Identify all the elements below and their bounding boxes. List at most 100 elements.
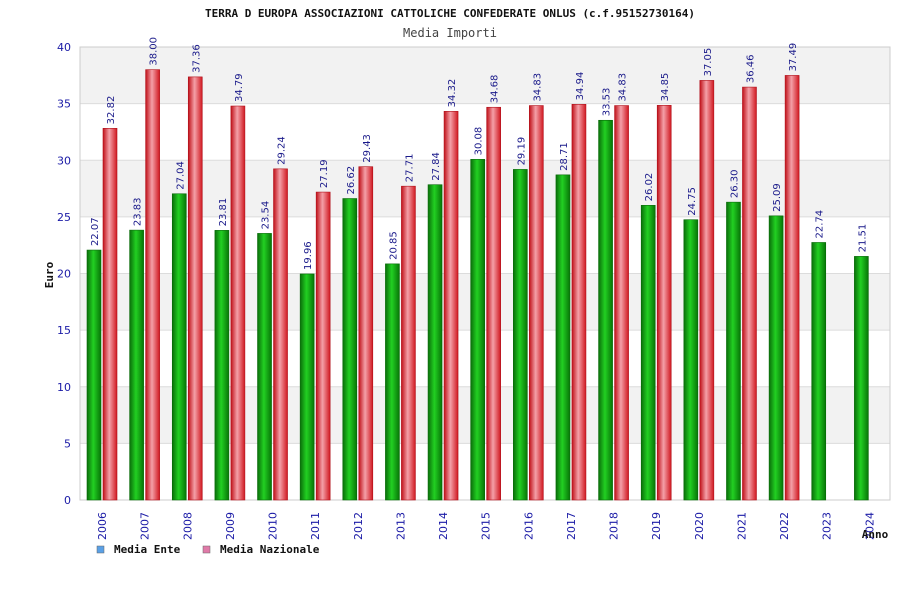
bar-media-nazionale xyxy=(571,104,587,501)
bar-media-ente xyxy=(555,174,571,501)
data-label: 26.62 xyxy=(346,166,357,195)
data-label: 20.85 xyxy=(388,231,399,260)
bar-media-nazionale xyxy=(529,105,544,501)
bar-media-ente xyxy=(854,256,869,501)
bar-media-ente xyxy=(385,263,400,501)
data-label: 29.24 xyxy=(277,136,288,165)
bar-media-nazionale xyxy=(230,105,246,501)
data-label: 34.85 xyxy=(660,73,671,102)
x-tick-label: 2013 xyxy=(394,512,407,540)
x-tick-label: 2022 xyxy=(778,512,791,540)
bar-media-nazionale xyxy=(401,185,416,501)
bar-media-ente xyxy=(427,184,443,501)
data-label: 23.54 xyxy=(261,201,272,230)
bar-media-ente xyxy=(299,273,315,501)
data-label: 27.71 xyxy=(404,154,415,183)
data-label: 36.46 xyxy=(745,54,756,83)
bars xyxy=(86,69,869,501)
x-tick-label: 2016 xyxy=(522,512,535,540)
data-label: 27.84 xyxy=(431,152,442,181)
y-tick-label: 35 xyxy=(57,98,71,111)
data-label: 24.75 xyxy=(687,187,698,216)
data-label: 28.71 xyxy=(559,142,570,171)
x-tick-label: 2015 xyxy=(480,512,493,540)
data-label: 26.30 xyxy=(729,170,740,199)
data-label: 34.83 xyxy=(618,73,629,102)
data-label: 37.05 xyxy=(703,48,714,77)
y-tick-label: 30 xyxy=(57,154,71,167)
bar-media-nazionale xyxy=(742,86,757,501)
data-label: 30.08 xyxy=(474,127,485,156)
bar-media-nazionale xyxy=(443,111,459,501)
x-tick-label: 2008 xyxy=(181,512,194,540)
data-label: 29.19 xyxy=(516,137,527,166)
bar-media-ente xyxy=(811,242,827,501)
legend-item-media-ente: Media Ente xyxy=(96,543,181,556)
y-axis-ticks: 0 5 10 15 20 25 30 35 40 xyxy=(57,41,71,507)
y-tick-label: 0 xyxy=(64,494,71,507)
data-label: 37.36 xyxy=(191,44,202,73)
y-tick-label: 40 xyxy=(57,41,71,54)
data-label: 34.94 xyxy=(575,72,586,101)
x-tick-label: 2021 xyxy=(735,512,748,540)
data-label: 34.68 xyxy=(490,75,501,104)
x-tick-label: 2010 xyxy=(267,512,280,540)
legend-swatch-media-ente xyxy=(96,545,105,554)
bar-media-ente xyxy=(726,201,741,501)
bar-media-nazionale xyxy=(315,191,331,501)
data-label: 38.00 xyxy=(149,37,160,66)
bar-media-nazionale xyxy=(273,168,288,501)
bar-media-nazionale xyxy=(187,76,203,501)
data-label: 25.09 xyxy=(772,183,783,212)
x-tick-label: 2019 xyxy=(650,512,663,540)
data-label: 33.53 xyxy=(602,88,613,117)
bar-media-ente xyxy=(342,198,358,501)
x-tick-label: 2011 xyxy=(309,512,322,540)
data-label: 23.83 xyxy=(133,197,144,226)
data-label: 29.43 xyxy=(362,134,373,163)
bar-media-ente xyxy=(129,229,144,501)
bar-media-ente xyxy=(214,230,230,501)
legend: Media Ente Media Nazionale xyxy=(96,543,320,556)
bar-media-ente xyxy=(513,169,528,501)
bar-media-ente xyxy=(86,249,102,501)
data-label: 19.96 xyxy=(303,241,314,270)
y-tick-label: 20 xyxy=(57,268,71,281)
legend-swatch-media-nazionale xyxy=(202,545,211,554)
plot-frame xyxy=(79,46,891,501)
x-tick-label: 2007 xyxy=(139,512,152,540)
x-tick-label: 2009 xyxy=(224,512,237,540)
data-label: 22.74 xyxy=(815,210,826,239)
bar-media-ente xyxy=(257,233,272,501)
data-label: 23.81 xyxy=(218,198,229,227)
x-tick-label: 2014 xyxy=(437,512,450,540)
x-axis-ticks: 2006 2007 2008 2009 2010 2011 2012 2013 2014 2015… xyxy=(96,512,876,540)
bar-media-nazionale xyxy=(656,105,672,501)
y-tick-label: 10 xyxy=(57,381,71,394)
data-label: 37.49 xyxy=(788,43,799,72)
bar-media-nazionale xyxy=(102,128,118,501)
bar-media-nazionale xyxy=(486,106,501,501)
bar-media-ente xyxy=(171,193,187,501)
x-tick-label: 2017 xyxy=(565,512,578,540)
bar-media-ente xyxy=(470,159,485,501)
bar-media-nazionale xyxy=(699,80,715,501)
legend-item-media-nazionale: Media Nazionale xyxy=(202,543,320,556)
data-label: 34.32 xyxy=(447,79,458,108)
x-tick-label: 2018 xyxy=(608,512,621,540)
y-tick-label: 25 xyxy=(57,211,71,224)
x-axis-label: Anno xyxy=(862,528,889,541)
data-label: 26.02 xyxy=(644,173,655,202)
bar-media-nazionale xyxy=(358,166,374,501)
data-label: 21.51 xyxy=(857,224,868,253)
data-label: 34.79 xyxy=(234,73,245,102)
legend-label-media-nazionale: Media Nazionale xyxy=(220,543,320,556)
bar-media-ente xyxy=(640,205,656,501)
legend-label-media-ente: Media Ente xyxy=(114,543,181,556)
bar-media-nazionale xyxy=(614,105,629,501)
y-axis-label: Euro xyxy=(43,261,56,288)
x-tick-label: 2020 xyxy=(693,512,706,540)
data-label: 27.04 xyxy=(175,161,186,190)
